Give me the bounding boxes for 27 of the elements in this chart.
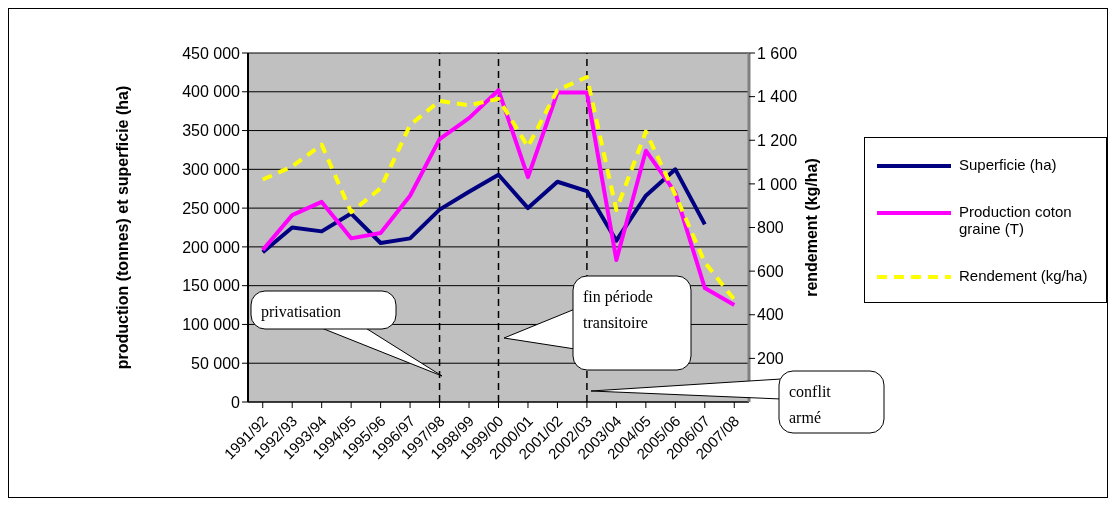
y-axis-title: production (tonnes) et superficie (ha) [113, 85, 131, 370]
y-tick-label: 200 000 [182, 238, 241, 256]
text: conflit armé [789, 382, 832, 428]
y-tick-label: 250 000 [182, 199, 241, 217]
y-tick-label: 400 000 [182, 83, 241, 101]
annotation: privatisation [261, 302, 342, 323]
y2-tick-label: 800 [757, 219, 784, 237]
y-tick-label: 350 000 [182, 122, 241, 140]
legend-label: Superficie (ha) [959, 156, 1058, 173]
y2-tick-label: 1 000 [757, 175, 798, 193]
y-tick-label: 100 000 [182, 316, 241, 334]
y-tick-label: 300 000 [182, 161, 241, 179]
y2-tick-label: 1 200 [757, 131, 798, 149]
y-tick-label: 450 000 [182, 44, 241, 62]
legend-label: Rendement (kg/ha) [959, 267, 1089, 284]
y2-tick-label: 1 400 [757, 88, 798, 106]
line-series [260, 167, 707, 255]
annotation: fin période transitoire [583, 287, 654, 333]
legend-label: Production coton graine (T) [959, 203, 1073, 237]
y-tick-label: 0 [231, 393, 241, 411]
y2-tick-label: 1 600 [757, 44, 798, 62]
y-tick-label: 50 000 [191, 354, 241, 372]
y2-tick-label: 400 [757, 306, 784, 324]
y2-tick-label: 200 [757, 350, 784, 368]
y-tick-label: 150 000 [182, 277, 241, 295]
y2-tick-label: 600 [757, 262, 784, 280]
y2-axis-title: rendement (kg/ha) [802, 158, 820, 297]
